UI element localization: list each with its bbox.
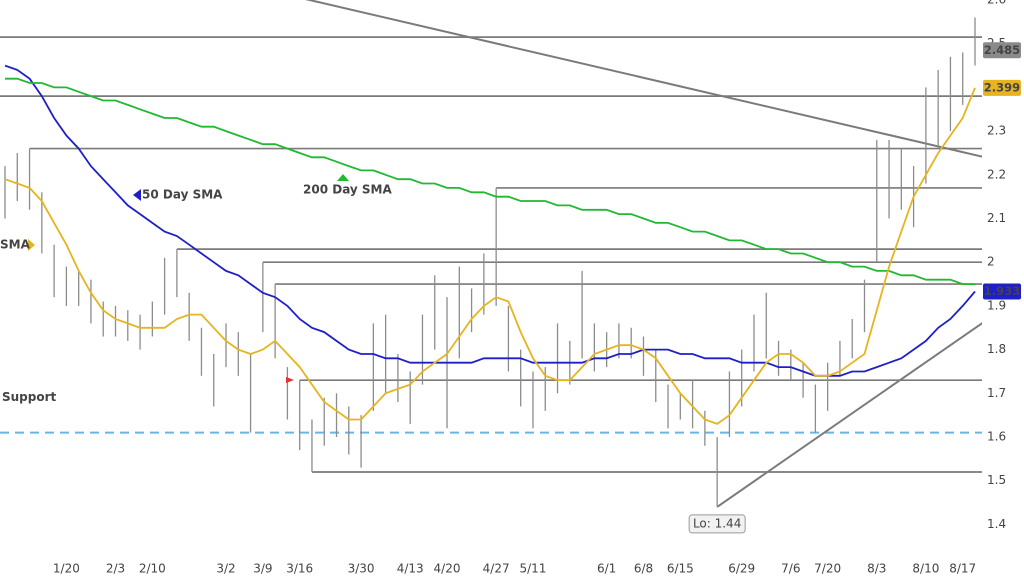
y-tick-label: 2 <box>987 255 995 269</box>
x-tick-label: 6/15 <box>667 562 694 576</box>
x-tick-label: 6/29 <box>728 562 755 576</box>
y-tick-label: 1.6 <box>987 430 1006 444</box>
x-tick-label: 8/17 <box>949 562 976 576</box>
x-tick-label: 2/10 <box>139 562 166 576</box>
price-tag <box>983 283 1021 300</box>
price-tag-label: 2.399 <box>984 80 1020 94</box>
sma-line <box>5 77 975 285</box>
series-label: SMA <box>0 238 31 252</box>
x-tick-label: 1/20 <box>53 562 80 576</box>
x-tick-label: 5/11 <box>519 562 546 576</box>
x-tick-label: 6/8 <box>634 562 653 576</box>
x-tick-label: 7/20 <box>814 562 841 576</box>
y-tick-label: 2.3 <box>987 124 1006 138</box>
y-tick-label: 1.5 <box>987 473 1006 487</box>
marker-arrow <box>286 377 294 383</box>
y-tick-label: 1.4 <box>987 517 1006 531</box>
trend-line <box>305 0 982 158</box>
price-tag <box>983 42 1021 59</box>
sma-line <box>4 87 976 425</box>
low-label-box <box>688 514 746 534</box>
x-tick-label: 4/20 <box>434 562 461 576</box>
y-tick-label: 1.7 <box>987 386 1006 400</box>
support-label: Support <box>2 390 57 404</box>
x-tick-label: 3/16 <box>286 562 313 576</box>
x-tick-label: 3/9 <box>253 562 272 576</box>
low-label: Lo: 1.44 <box>693 516 741 530</box>
price-tag <box>983 79 1021 96</box>
x-tick-label: 3/30 <box>348 562 375 576</box>
trend-line <box>716 322 982 508</box>
price-tag-label: 1.933 <box>984 284 1020 298</box>
x-tick-label: 2/3 <box>106 562 125 576</box>
x-tick-label: 4/13 <box>397 562 424 576</box>
y-tick-label: 2.1 <box>987 211 1006 225</box>
plot-area <box>0 0 982 508</box>
price-tag-label: 2.485 <box>984 43 1020 57</box>
x-tick-label: 8/10 <box>912 562 939 576</box>
sma-line <box>4 64 976 377</box>
series-label: 200 Day SMA <box>303 183 393 197</box>
y-tick-label: 1.9 <box>987 298 1006 312</box>
y-tick-label: 2.2 <box>987 167 1006 181</box>
x-tick-label: 8/3 <box>867 562 886 576</box>
series-label: 50 Day SMA <box>142 188 223 202</box>
x-tick-label: 7/6 <box>781 562 800 576</box>
y-tick-label: 1.8 <box>987 342 1006 356</box>
label-pointer <box>337 174 349 181</box>
y-tick-label: 2.6 <box>987 0 1006 7</box>
label-pointer <box>133 189 141 201</box>
label-pointer <box>28 239 35 251</box>
x-tick-label: 3/2 <box>216 562 235 576</box>
x-tick-label: 4/27 <box>483 562 510 576</box>
x-tick-label: 6/1 <box>597 562 616 576</box>
